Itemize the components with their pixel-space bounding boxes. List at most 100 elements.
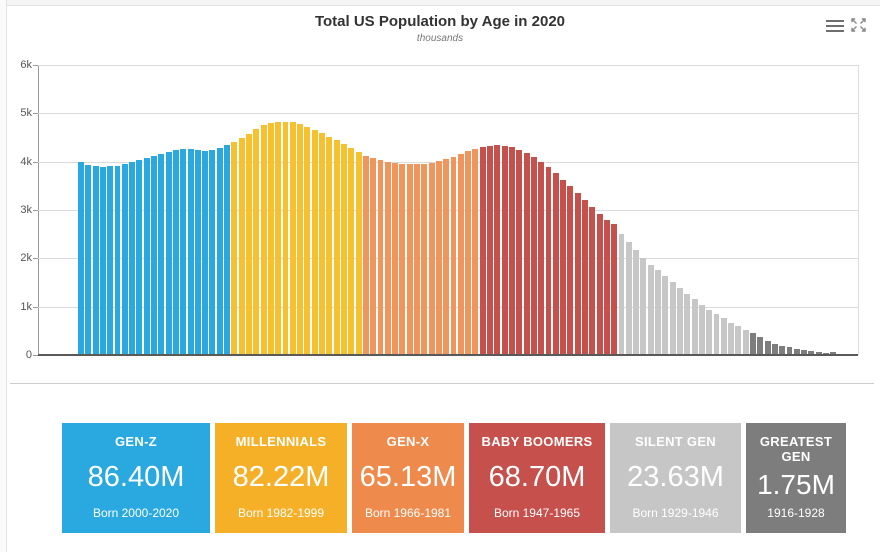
- age-bar[interactable]: [713, 313, 720, 354]
- age-bar[interactable]: [472, 149, 479, 354]
- age-bar[interactable]: [691, 299, 698, 354]
- age-bar[interactable]: [603, 219, 610, 354]
- age-bar[interactable]: [706, 309, 713, 354]
- age-bar[interactable]: [267, 122, 274, 354]
- age-bar[interactable]: [158, 154, 165, 354]
- age-bar[interactable]: [487, 145, 493, 354]
- age-bar[interactable]: [443, 159, 450, 354]
- age-bar[interactable]: [362, 155, 369, 354]
- age-bar[interactable]: [801, 350, 808, 354]
- age-bar[interactable]: [194, 150, 201, 354]
- age-bar[interactable]: [728, 322, 735, 354]
- age-bar[interactable]: [647, 264, 654, 354]
- age-bar[interactable]: [406, 164, 413, 354]
- age-bar[interactable]: [552, 173, 559, 354]
- age-bar[interactable]: [574, 193, 581, 354]
- age-bar[interactable]: [99, 166, 106, 354]
- age-bar[interactable]: [793, 348, 800, 354]
- age-bar[interactable]: [435, 161, 442, 354]
- age-bar[interactable]: [253, 128, 260, 354]
- age-bar[interactable]: [501, 145, 508, 354]
- age-bar[interactable]: [187, 149, 194, 354]
- age-bar[interactable]: [289, 122, 296, 354]
- age-bar[interactable]: [340, 144, 347, 354]
- age-bar[interactable]: [370, 158, 377, 354]
- age-bar[interactable]: [815, 352, 822, 354]
- age-bar[interactable]: [136, 160, 143, 354]
- age-bar[interactable]: [326, 136, 333, 354]
- age-bar[interactable]: [720, 318, 727, 354]
- age-bar[interactable]: [121, 164, 128, 354]
- fullscreen-icon[interactable]: [851, 18, 866, 32]
- age-bar[interactable]: [779, 345, 786, 354]
- age-bar[interactable]: [297, 124, 304, 354]
- age-bar[interactable]: [735, 326, 742, 354]
- age-bar[interactable]: [85, 164, 92, 354]
- age-bar[interactable]: [165, 151, 172, 354]
- age-bar[interactable]: [319, 133, 325, 354]
- age-bar[interactable]: [764, 340, 771, 354]
- age-bar[interactable]: [92, 165, 99, 354]
- age-bar[interactable]: [516, 149, 523, 354]
- age-bar[interactable]: [538, 161, 545, 354]
- age-bar[interactable]: [625, 241, 632, 354]
- age-bar[interactable]: [107, 166, 114, 354]
- age-bar[interactable]: [151, 156, 157, 354]
- age-bar[interactable]: [742, 330, 749, 354]
- age-bar[interactable]: [78, 161, 84, 354]
- age-bar[interactable]: [172, 150, 179, 354]
- age-bar[interactable]: [224, 144, 231, 354]
- age-bar[interactable]: [545, 167, 552, 354]
- age-bar[interactable]: [180, 149, 187, 354]
- age-bar[interactable]: [698, 304, 705, 354]
- age-bar[interactable]: [231, 142, 238, 354]
- age-bar[interactable]: [238, 138, 245, 354]
- age-bar[interactable]: [348, 148, 355, 354]
- age-bar[interactable]: [143, 158, 150, 354]
- age-bar[interactable]: [355, 152, 362, 354]
- age-bar[interactable]: [246, 133, 252, 354]
- age-bar[interactable]: [450, 156, 457, 354]
- age-bar[interactable]: [662, 276, 669, 354]
- age-bar[interactable]: [830, 352, 837, 354]
- age-bar[interactable]: [384, 161, 391, 354]
- age-bar[interactable]: [567, 186, 574, 354]
- age-bar[interactable]: [655, 270, 662, 354]
- age-bar[interactable]: [421, 163, 428, 354]
- age-bar[interactable]: [684, 293, 691, 354]
- age-bar[interactable]: [640, 257, 647, 354]
- age-bar[interactable]: [311, 129, 318, 354]
- age-bar[interactable]: [530, 156, 537, 354]
- age-bar[interactable]: [414, 164, 420, 354]
- age-bar[interactable]: [275, 121, 282, 354]
- age-bar[interactable]: [676, 287, 683, 354]
- age-bar[interactable]: [479, 147, 486, 354]
- age-bar[interactable]: [823, 353, 830, 354]
- age-bar[interactable]: [750, 333, 756, 354]
- age-bar[interactable]: [333, 140, 340, 354]
- age-bar[interactable]: [523, 152, 530, 354]
- age-bar[interactable]: [282, 121, 289, 354]
- age-bar[interactable]: [494, 145, 501, 354]
- age-bar[interactable]: [304, 126, 311, 354]
- age-bar[interactable]: [669, 281, 676, 354]
- age-bar[interactable]: [589, 207, 596, 354]
- age-bar[interactable]: [596, 213, 603, 354]
- age-bar[interactable]: [399, 163, 406, 354]
- age-bar[interactable]: [633, 250, 640, 354]
- age-bar[interactable]: [786, 347, 793, 354]
- age-bar[interactable]: [377, 160, 384, 354]
- export-menu-icon[interactable]: [826, 20, 844, 32]
- age-bar[interactable]: [428, 162, 435, 354]
- age-bar[interactable]: [611, 224, 618, 354]
- age-bar[interactable]: [465, 151, 472, 354]
- age-bar[interactable]: [457, 154, 464, 354]
- age-bar[interactable]: [560, 179, 567, 354]
- age-bar[interactable]: [771, 343, 778, 354]
- age-bar[interactable]: [808, 351, 815, 354]
- age-bar[interactable]: [129, 162, 136, 354]
- age-bar[interactable]: [260, 125, 267, 354]
- age-bar[interactable]: [618, 233, 625, 354]
- age-bar[interactable]: [392, 162, 399, 354]
- age-bar[interactable]: [582, 200, 588, 354]
